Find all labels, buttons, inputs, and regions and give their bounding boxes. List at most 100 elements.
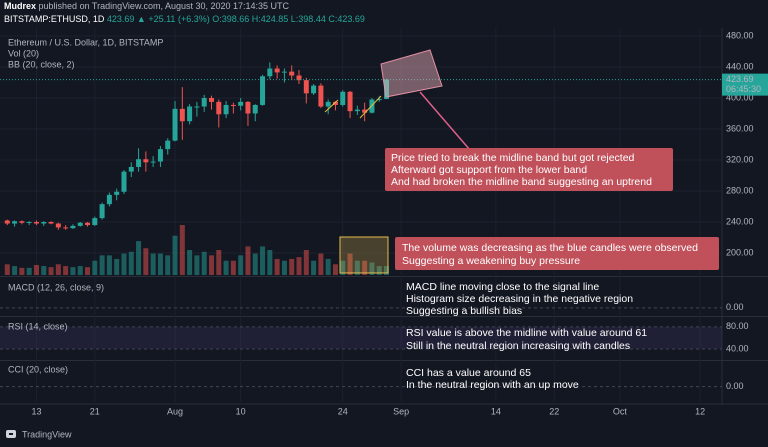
volume-bar xyxy=(252,253,258,275)
candle-body xyxy=(121,171,127,192)
volume-bar xyxy=(216,250,222,275)
volume-bar xyxy=(85,267,91,275)
candle-body xyxy=(12,221,18,224)
candle-body xyxy=(296,75,302,81)
volume-bar xyxy=(281,260,287,275)
y-tick-label: 200.00 xyxy=(726,247,754,257)
candle-body xyxy=(92,218,98,226)
legend: BITSTAMP:ETHUSD, 1D 423.69 ▲ +25.11 (+6.… xyxy=(4,14,365,24)
candle-body xyxy=(143,159,149,163)
volume-bar xyxy=(33,265,39,275)
y-tick-label: 0.00 xyxy=(726,302,744,312)
volume-bar xyxy=(70,267,76,275)
candle-body xyxy=(99,204,105,219)
volume-bar xyxy=(238,255,244,275)
volume-bar xyxy=(63,266,69,275)
x-tick-label: Aug xyxy=(167,406,183,416)
candle-body xyxy=(274,68,280,73)
connector xyxy=(419,91,471,151)
candle-body xyxy=(303,80,309,94)
volume-bar xyxy=(19,267,25,275)
x-tick-label: 21 xyxy=(90,406,100,416)
candle-body xyxy=(70,225,76,229)
annotation-line: In the neutral region with an up move xyxy=(406,379,579,391)
x-tick-label: Sep xyxy=(393,406,409,416)
volume-title: Vol (20) xyxy=(8,48,39,58)
annotation-line: CCI has a value around 65 xyxy=(406,367,531,379)
candle-body xyxy=(311,85,317,94)
candle-body xyxy=(223,104,229,115)
volume-bar xyxy=(121,253,127,275)
candle-body xyxy=(260,76,266,105)
pane-title: CCI (20, close) xyxy=(8,364,68,374)
trend-mark xyxy=(359,95,382,119)
candle-body xyxy=(63,227,69,229)
candle-body xyxy=(136,159,142,167)
study-title: BB (20, close, 2) xyxy=(8,59,75,69)
header: Mudrex published on TradingView.com, Aug… xyxy=(4,1,290,11)
annotation-line: Suggesting a weakening buy pressure xyxy=(402,255,580,267)
volume-bar xyxy=(143,248,149,275)
candle-body xyxy=(289,71,295,76)
candle-body xyxy=(362,109,368,113)
candle-body xyxy=(216,101,222,115)
volume-bar xyxy=(12,266,18,275)
candle-body xyxy=(4,220,10,224)
volume-bar xyxy=(114,258,120,275)
volume-bar xyxy=(92,260,98,275)
y-tick-label: 400.00 xyxy=(726,92,754,102)
candle-body xyxy=(33,221,39,224)
annotation-line: MACD line moving close to the signal lin… xyxy=(406,281,599,293)
candle-body xyxy=(252,104,258,114)
volume-bar xyxy=(157,253,163,275)
change: ▲ +25.11 (+6.3%) xyxy=(137,14,210,24)
candle-body xyxy=(245,101,251,114)
candle-body xyxy=(354,109,360,112)
highlight-box xyxy=(380,49,443,98)
candle-body xyxy=(114,191,120,195)
volume-bar xyxy=(55,264,61,275)
symbol: BITSTAMP:ETHUSD, 1D xyxy=(4,14,105,24)
volume-bar xyxy=(194,255,200,275)
annotation-line: RSI value is above the midline with valu… xyxy=(406,327,647,339)
brand: TradingView xyxy=(22,429,72,439)
volume-bar xyxy=(318,253,324,275)
candle-body xyxy=(347,91,353,112)
volume-bar xyxy=(4,264,10,275)
y-tick-label: 440.00 xyxy=(726,61,754,71)
x-tick-label: 13 xyxy=(31,406,41,416)
y-tick-label: 40.00 xyxy=(726,343,749,353)
volume-bar xyxy=(347,253,353,275)
annotation-line: Afterward got support from the lower ban… xyxy=(391,164,587,176)
candle-body xyxy=(41,221,47,224)
candle-body xyxy=(26,221,32,223)
candle-body xyxy=(48,221,54,224)
volume-bar xyxy=(230,260,236,275)
y-tick-label: 480.00 xyxy=(726,30,754,40)
candle-body xyxy=(384,79,390,100)
x-tick-label: 22 xyxy=(549,406,559,416)
candle-body xyxy=(325,101,331,107)
volume-bar xyxy=(150,253,156,275)
candle-body xyxy=(106,194,112,205)
candle-body xyxy=(201,97,207,107)
x-tick-label: 14 xyxy=(491,406,501,416)
annotation-line: Suggesting a bullish bias xyxy=(406,305,522,317)
y-tick-label: 240.00 xyxy=(726,216,754,226)
volume-bar xyxy=(354,260,360,275)
x-tick-label: 24 xyxy=(338,406,348,416)
y-tick-label: 360.00 xyxy=(726,123,754,133)
candle-body xyxy=(77,222,83,226)
annotation-line: Price tried to break the midline band bu… xyxy=(391,152,635,164)
candle-body xyxy=(157,149,163,162)
candle-body xyxy=(179,108,185,122)
volume-bar xyxy=(369,262,375,275)
volume-bar xyxy=(303,250,309,275)
pane-title: RSI (14, close) xyxy=(8,321,68,331)
volume-bar xyxy=(274,258,280,275)
volume-bar xyxy=(325,258,331,275)
volume-bar xyxy=(267,250,273,275)
annotation-line: Histogram size decreasing in the negativ… xyxy=(406,293,633,305)
volume-bar xyxy=(165,255,171,275)
volume-bar xyxy=(340,260,346,275)
